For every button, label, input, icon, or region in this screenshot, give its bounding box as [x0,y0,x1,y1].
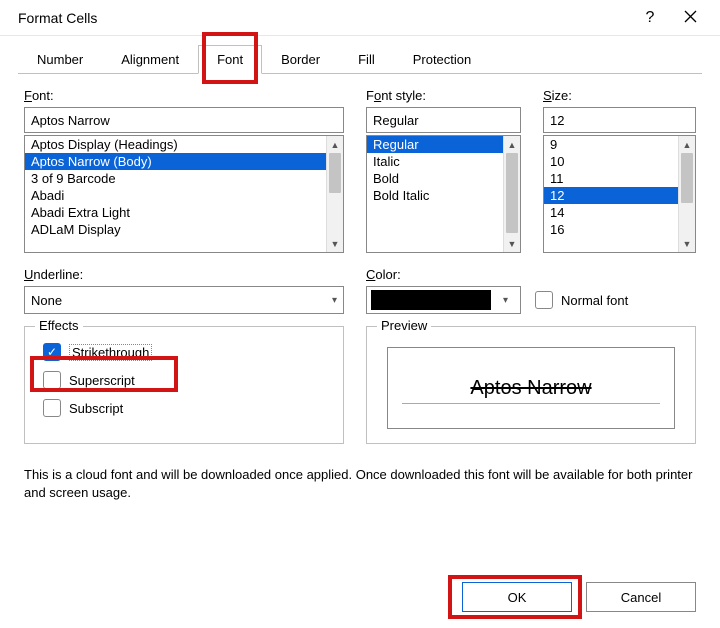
strikethrough-label: Strikethrough [69,344,152,361]
title-bar: Format Cells ? [0,0,720,36]
cancel-button[interactable]: Cancel [586,582,696,612]
font-item[interactable]: Abadi Extra Light [25,204,343,221]
preview-legend: Preview [377,318,431,333]
font-item[interactable]: ADLaM Display [25,221,343,238]
size-item[interactable]: 16 [544,221,695,238]
size-listbox[interactable]: 9 10 11 12 14 16 ▲ ▼ [543,135,696,253]
size-label: Size: [543,88,696,103]
tab-alignment[interactable]: Alignment [102,45,198,74]
preview-text: Aptos Narrow [470,377,591,400]
underline-label: Underline: [24,267,344,282]
checkbox-icon: ✓ [43,343,61,361]
color-label: Color: [366,267,696,282]
preview-baseline [402,403,660,404]
strikethrough-checkbox[interactable]: ✓ Strikethrough [43,343,329,361]
close-button[interactable] [670,10,710,26]
size-input[interactable] [543,107,696,133]
scroll-down-icon[interactable]: ▼ [327,235,343,252]
underline-select[interactable]: None ▾ [24,286,344,314]
size-item[interactable]: 10 [544,153,695,170]
superscript-label: Superscript [69,373,135,388]
tab-number[interactable]: Number [18,45,102,74]
style-item[interactable]: Regular [367,136,520,153]
style-item[interactable]: Italic [367,153,520,170]
font-input[interactable] [24,107,344,133]
style-input[interactable] [366,107,521,133]
cloud-font-note: This is a cloud font and will be downloa… [0,444,720,502]
size-item[interactable]: 9 [544,136,695,153]
size-item[interactable]: 12 [544,187,695,204]
tab-protection[interactable]: Protection [394,45,491,74]
tab-font[interactable]: Font [198,45,262,74]
tab-border[interactable]: Border [262,45,339,74]
subscript-checkbox[interactable]: Subscript [43,399,329,417]
subscript-label: Subscript [69,401,123,416]
style-item[interactable]: Bold [367,170,520,187]
size-item[interactable]: 14 [544,204,695,221]
superscript-checkbox[interactable]: Superscript [43,371,329,389]
checkbox-icon [535,291,553,309]
color-select[interactable]: ▾ [366,286,521,314]
color-swatch [371,290,491,310]
style-listbox[interactable]: Regular Italic Bold Bold Italic ▲ ▼ [366,135,521,253]
scroll-thumb[interactable] [681,153,693,203]
font-label: Font: [24,88,344,103]
font-scrollbar[interactable]: ▲ ▼ [326,136,343,252]
tab-fill[interactable]: Fill [339,45,394,74]
dialog-footer: OK Cancel [462,582,696,612]
effects-group: Effects ✓ Strikethrough Superscript Subs… [24,326,344,444]
size-scrollbar[interactable]: ▲ ▼ [678,136,695,252]
style-item[interactable]: Bold Italic [367,187,520,204]
underline-value: None [31,293,332,308]
scroll-up-icon[interactable]: ▲ [327,136,343,153]
normal-font-checkbox[interactable]: Normal font [535,291,628,309]
style-label: Font style: [366,88,521,103]
preview-box: Aptos Narrow [387,347,675,429]
scroll-up-icon[interactable]: ▲ [504,136,520,153]
style-scrollbar[interactable]: ▲ ▼ [503,136,520,252]
scroll-thumb[interactable] [506,153,518,233]
ok-button[interactable]: OK [462,582,572,612]
scroll-down-icon[interactable]: ▼ [679,235,695,252]
effects-legend: Effects [35,318,83,333]
help-button[interactable]: ? [630,9,670,27]
preview-group: Preview Aptos Narrow [366,326,696,444]
scroll-down-icon[interactable]: ▼ [504,235,520,252]
font-listbox[interactable]: Aptos Display (Headings) Aptos Narrow (B… [24,135,344,253]
dialog-title: Format Cells [18,10,630,26]
size-item[interactable]: 11 [544,170,695,187]
close-icon [684,10,697,23]
chevron-down-icon: ▾ [332,295,337,306]
font-item[interactable]: 3 of 9 Barcode [25,170,343,187]
tab-strip: Number Alignment Font Border Fill Protec… [0,36,720,73]
font-item[interactable]: Abadi [25,187,343,204]
checkbox-icon [43,399,61,417]
normal-font-label: Normal font [561,293,628,308]
scroll-up-icon[interactable]: ▲ [679,136,695,153]
font-item[interactable]: Aptos Narrow (Body) [25,153,343,170]
chevron-down-icon: ▾ [491,295,520,306]
checkbox-icon [43,371,61,389]
scroll-thumb[interactable] [329,153,341,193]
font-item[interactable]: Aptos Display (Headings) [25,136,343,153]
